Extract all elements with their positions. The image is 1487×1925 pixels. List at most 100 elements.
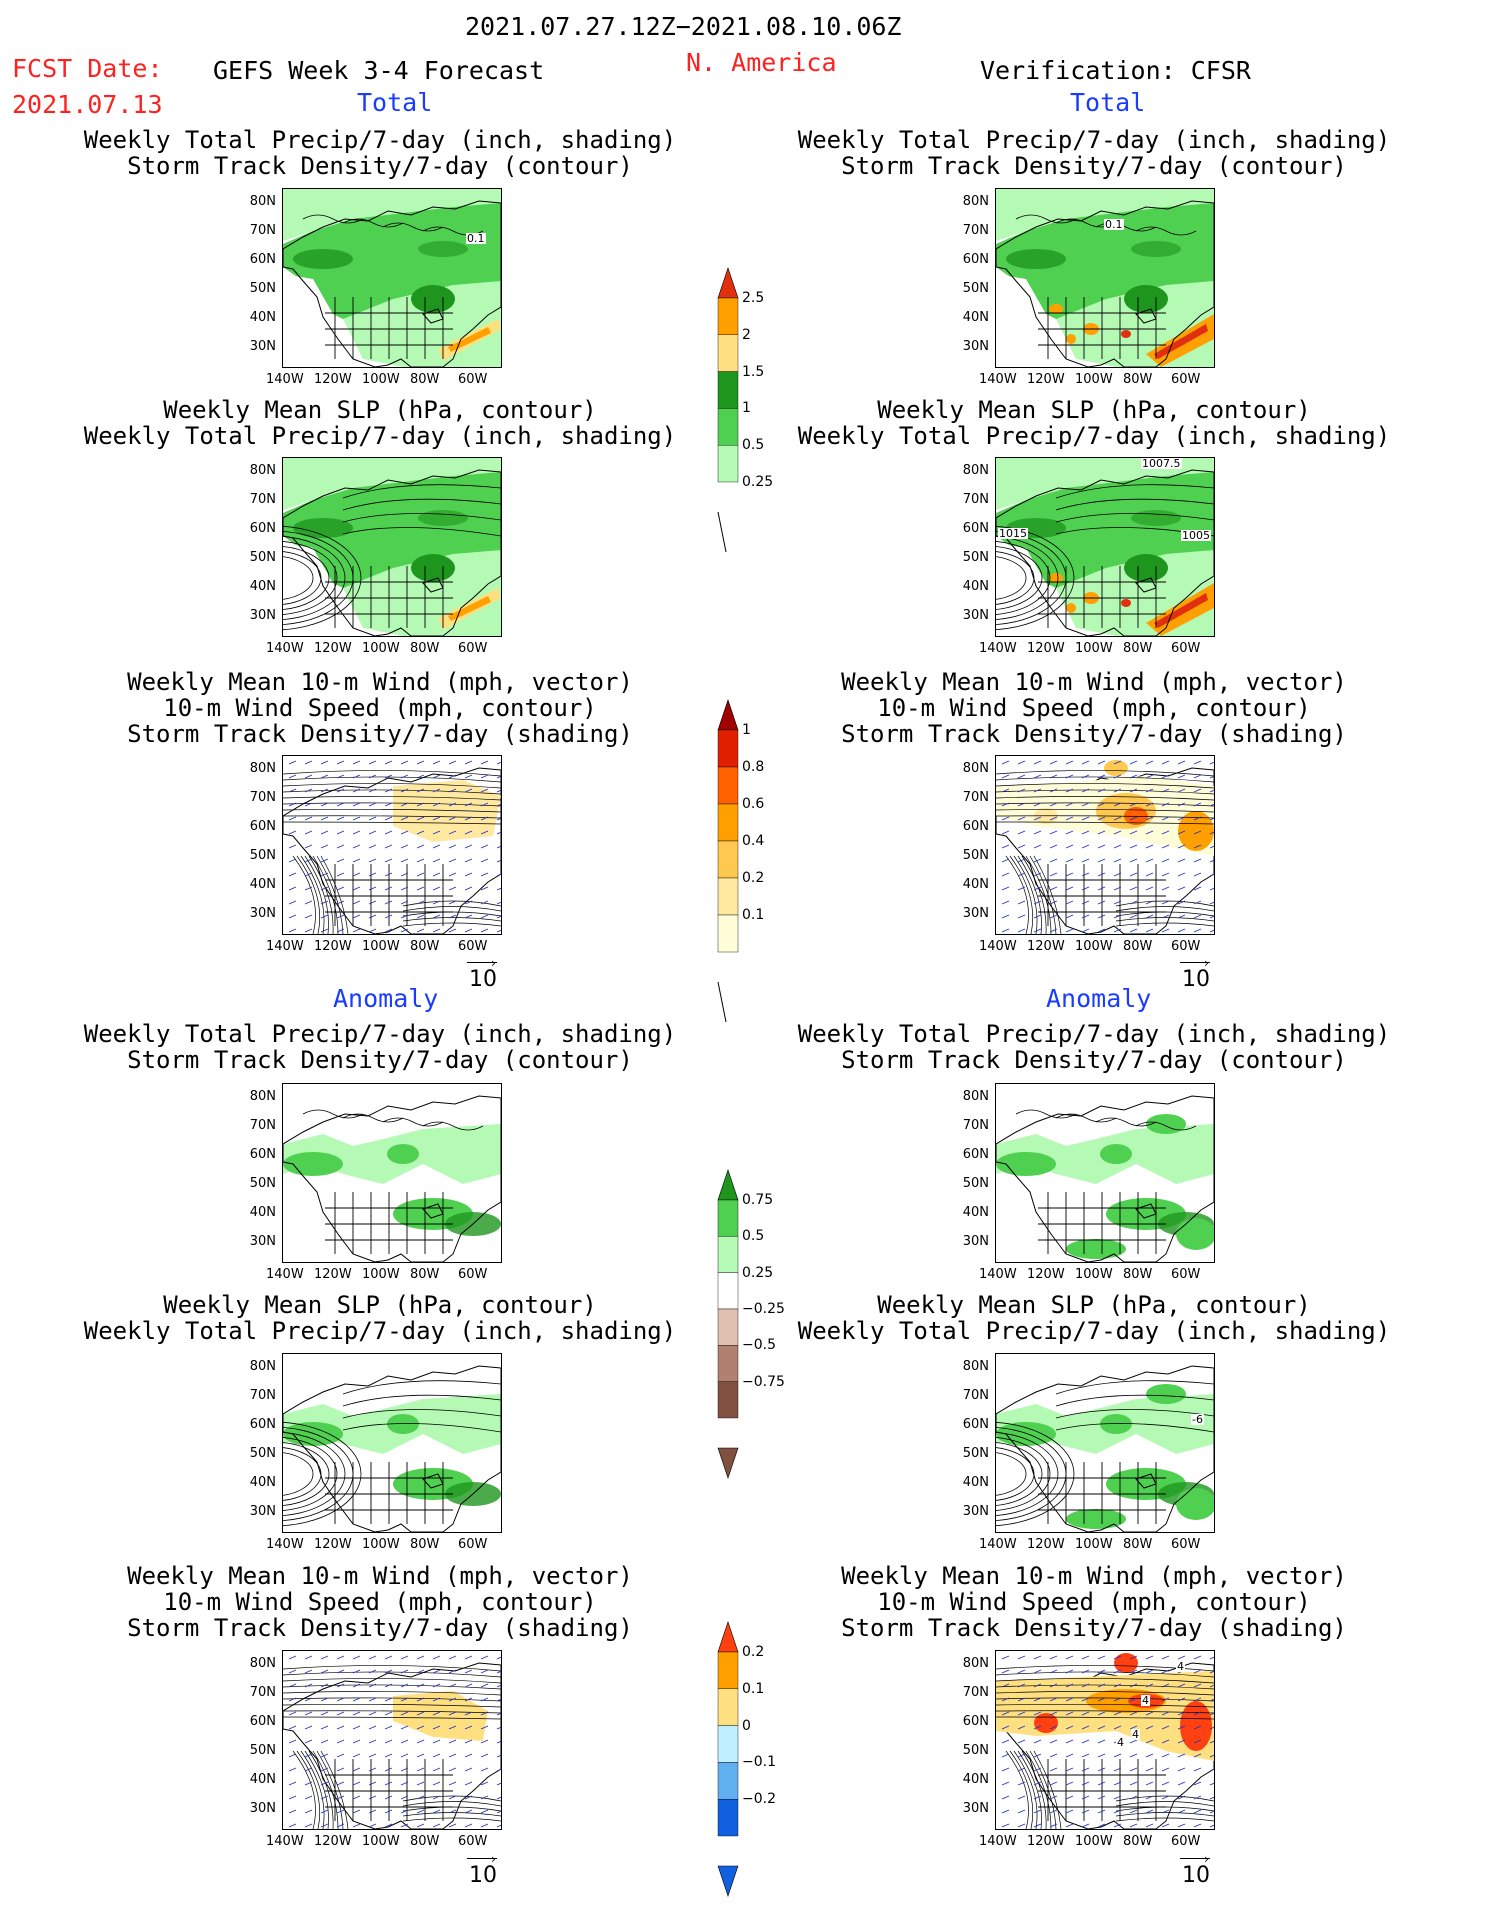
- section-total-right: Total: [1070, 88, 1146, 117]
- lat-tick-label: 70N: [249, 1118, 276, 1133]
- lon-tick-label: 60W: [1171, 372, 1201, 387]
- lat-tick-label: 70N: [962, 1685, 989, 1700]
- colorbar-tick-label: 0.5: [742, 1228, 765, 1245]
- lon-tick-label: 60W: [458, 939, 488, 954]
- lat-tick-label: 50N: [962, 550, 989, 565]
- lon-tick-label: 100W: [1075, 641, 1113, 656]
- north-america-map: [996, 1365, 1214, 1532]
- map-panel: [282, 1083, 502, 1263]
- lon-tick-label: 100W: [1075, 372, 1113, 387]
- north-america-map: [996, 760, 1214, 934]
- lat-tick-label: 60N: [249, 521, 276, 536]
- map-panel: [282, 457, 502, 637]
- lon-tick-label: 140W: [979, 1537, 1017, 1552]
- colorbar-tick-label: 0.4: [742, 833, 765, 849]
- colorbar-tick-label: 0.1: [742, 907, 765, 923]
- lon-tick-label: 80W: [410, 641, 440, 656]
- lon-tick-label: 100W: [362, 1834, 400, 1849]
- panel-title: Storm Track Density/7-day (contour): [841, 152, 1347, 180]
- north-america-map: [996, 1653, 1214, 1829]
- section-anomaly-right: Anomaly: [1046, 984, 1152, 1013]
- panel-title: 10-m Wind Speed (mph, contour): [163, 694, 597, 722]
- lon-tick-label: 120W: [314, 1537, 352, 1552]
- vector-reference-arrow: [467, 1858, 497, 1863]
- north-america-map: [283, 1095, 501, 1262]
- lon-tick-label: 80W: [1123, 1537, 1153, 1552]
- lon-tick-label: 120W: [1027, 1537, 1065, 1552]
- lat-tick-label: 70N: [962, 1388, 989, 1403]
- map-label: 1015: [998, 527, 1028, 540]
- map-panel: [282, 1650, 502, 1830]
- map-label: 4: [1141, 1694, 1150, 1707]
- lat-tick-label: 40N: [962, 1205, 989, 1220]
- lon-tick-label: 100W: [1075, 939, 1113, 954]
- panel-title: 10-m Wind Speed (mph, contour): [163, 1588, 597, 1616]
- lon-tick-label: 60W: [1171, 641, 1201, 656]
- lat-tick-label: 70N: [962, 223, 989, 238]
- north-america-map: [283, 458, 501, 636]
- region-title: N. America: [686, 48, 837, 77]
- vector-reference-arrow: [1180, 962, 1210, 967]
- lat-tick-label: 40N: [962, 1772, 989, 1787]
- panel-title: Weekly Mean 10-m Wind (mph, vector): [841, 1562, 1347, 1590]
- lat-tick-label: 50N: [249, 281, 276, 296]
- lat-tick-label: 30N: [962, 906, 989, 921]
- lon-tick-label: 80W: [410, 1537, 440, 1552]
- panel-title: Storm Track Density/7-day (shading): [127, 720, 633, 748]
- lat-tick-label: 30N: [249, 1234, 276, 1249]
- map-label: -6: [1191, 1413, 1204, 1426]
- lon-tick-label: 80W: [1123, 372, 1153, 387]
- lat-tick-label: 80N: [249, 463, 276, 478]
- lon-tick-label: 60W: [1171, 1267, 1201, 1282]
- lon-tick-label: 120W: [1027, 1267, 1065, 1282]
- colorbar-tick-label: 0.2: [742, 870, 765, 886]
- lat-tick-label: 50N: [249, 1176, 276, 1191]
- north-america-map: [283, 189, 501, 367]
- lon-tick-label: 120W: [1027, 641, 1065, 656]
- arrow-head: ›: [491, 1852, 496, 1866]
- lat-tick-label: 80N: [962, 1656, 989, 1671]
- colorbar-swatches: [717, 699, 739, 1023]
- panel-title: Weekly Mean 10-m Wind (mph, vector): [841, 668, 1347, 696]
- lon-tick-label: 140W: [979, 939, 1017, 954]
- colorbar: [717, 1169, 739, 1479]
- lat-tick-label: 40N: [962, 310, 989, 325]
- lat-tick-label: 60N: [962, 252, 989, 267]
- lon-tick-label: 100W: [362, 1267, 400, 1282]
- lat-tick-label: 50N: [249, 550, 276, 565]
- colorbar: [717, 699, 739, 1023]
- map-label: 4: [1131, 1728, 1140, 1741]
- lat-tick-label: 50N: [962, 1176, 989, 1191]
- panel-title: Weekly Total Precip/7-day (inch, shading…: [797, 422, 1391, 450]
- lat-tick-label: 80N: [249, 1089, 276, 1104]
- lat-tick-label: 60N: [249, 819, 276, 834]
- lat-tick-label: 40N: [962, 579, 989, 594]
- panel-title: Weekly Total Precip/7-day (inch, shading…: [83, 126, 677, 154]
- lat-tick-label: 50N: [249, 1743, 276, 1758]
- lat-tick-label: 30N: [249, 339, 276, 354]
- lon-tick-label: 120W: [1027, 372, 1065, 387]
- lat-tick-label: 50N: [249, 848, 276, 863]
- lon-tick-label: 60W: [1171, 939, 1201, 954]
- lat-tick-label: 60N: [962, 521, 989, 536]
- panel-title: Weekly Total Precip/7-day (inch, shading…: [797, 126, 1391, 154]
- lat-tick-label: 80N: [962, 761, 989, 776]
- vector-reference-label: 10: [1182, 967, 1210, 992]
- colorbar-swatches: [717, 267, 739, 553]
- lat-tick-label: 40N: [249, 1772, 276, 1787]
- lon-tick-label: 120W: [314, 372, 352, 387]
- lat-tick-label: 80N: [962, 194, 989, 209]
- lon-tick-label: 100W: [362, 372, 400, 387]
- panel-title: Weekly Mean 10-m Wind (mph, vector): [127, 1562, 633, 1590]
- panel-title: 10-m Wind Speed (mph, contour): [877, 694, 1311, 722]
- lat-tick-label: 70N: [249, 790, 276, 805]
- period-title: 2021.07.27.12Z−2021.08.10.06Z: [465, 12, 902, 41]
- panel-title: Storm Track Density/7-day (shading): [841, 1614, 1347, 1642]
- arrow-head: ›: [1204, 1852, 1209, 1866]
- north-america-map: [996, 1095, 1214, 1262]
- lon-tick-label: 100W: [362, 641, 400, 656]
- lon-tick-label: 140W: [979, 641, 1017, 656]
- lon-tick-label: 80W: [410, 1834, 440, 1849]
- lat-tick-label: 30N: [249, 608, 276, 623]
